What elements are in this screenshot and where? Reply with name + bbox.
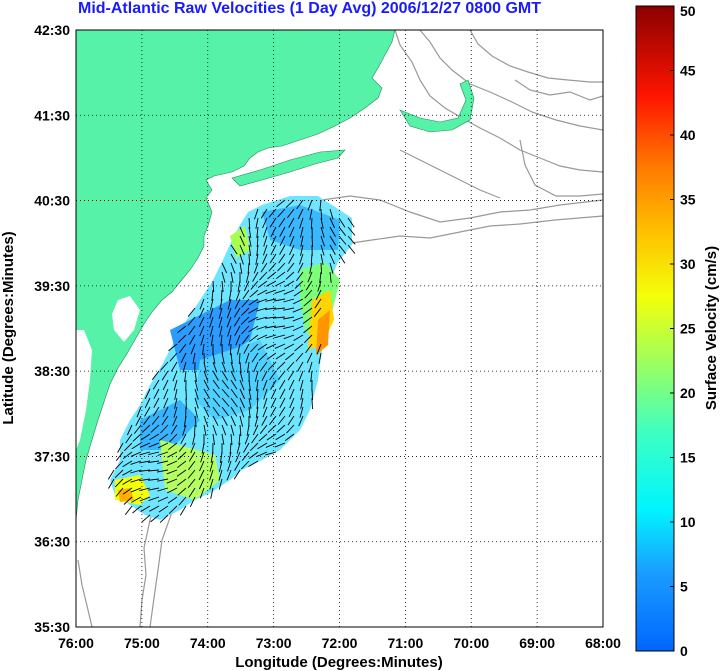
x-tick-label: 69:00 xyxy=(519,635,555,651)
x-axis: 76:00 75:00 74:00 73:00 72:00 71:00 70:00 69:00… xyxy=(58,635,621,651)
colorbar xyxy=(635,5,675,652)
x-tick-label: 68:00 xyxy=(585,635,621,651)
colorbar-tick-label: 30 xyxy=(680,256,696,272)
y-tick-label: 41:30 xyxy=(34,107,70,123)
y-tick-label: 36:30 xyxy=(34,534,70,550)
colorbar-tick-label: 35 xyxy=(680,192,696,208)
y-tick-label: 37:30 xyxy=(34,448,70,464)
x-tick-label: 73:00 xyxy=(256,635,292,651)
colorbar-tick-label: 25 xyxy=(680,321,696,337)
chesapeake-bay xyxy=(76,330,92,450)
x-axis-label: Longitude (Degrees:Minutes) xyxy=(235,654,443,671)
x-tick-label: 75:00 xyxy=(124,635,160,651)
colorbar-tick-label: 50 xyxy=(680,3,696,19)
x-tick-label: 70:00 xyxy=(453,635,489,651)
plot-frame xyxy=(75,29,604,628)
y-tick-label: 40:30 xyxy=(34,193,70,209)
x-tick-label: 76:00 xyxy=(58,635,94,651)
colorbar-ticks: 0 5 10 15 20 25 30 35 40 45 50 xyxy=(670,3,696,659)
y-tick-label: 35:30 xyxy=(34,619,70,635)
y-axis-label: Latitude (Degrees:Minutes) xyxy=(0,231,17,424)
y-axis: 42:30 41:30 40:30 39:30 38:30 37:30 36:30 35:30 xyxy=(34,22,70,635)
land-mass xyxy=(76,30,396,521)
colorbar-tick-label: 45 xyxy=(680,63,696,79)
x-tick-label: 72:00 xyxy=(322,635,358,651)
delaware-bay xyxy=(112,296,140,342)
map-title: Mid-Atlantic Raw Velocities (1 Day Avg) … xyxy=(78,0,541,17)
colorbar-tick-label: 20 xyxy=(680,385,696,401)
y-tick-label: 38:30 xyxy=(34,363,70,379)
colorbar-tick-label: 0 xyxy=(680,643,688,659)
x-tick-label: 71:00 xyxy=(387,635,423,651)
y-tick-label: 42:30 xyxy=(34,22,70,38)
velocity-field xyxy=(110,196,352,520)
colorbar-tick-label: 5 xyxy=(680,579,688,595)
long-island xyxy=(231,149,346,187)
y-tick-label: 39:30 xyxy=(34,278,70,294)
colorbar-tick-label: 10 xyxy=(680,514,696,530)
colorbar-label: Surface Velocity (cm/s) xyxy=(703,246,720,410)
colorbar-tick-label: 15 xyxy=(680,450,696,466)
cape-cod xyxy=(399,79,475,133)
velocity-vectors xyxy=(107,199,356,523)
colorbar-tick-label: 40 xyxy=(680,127,696,143)
x-tick-label: 74:00 xyxy=(190,635,226,651)
